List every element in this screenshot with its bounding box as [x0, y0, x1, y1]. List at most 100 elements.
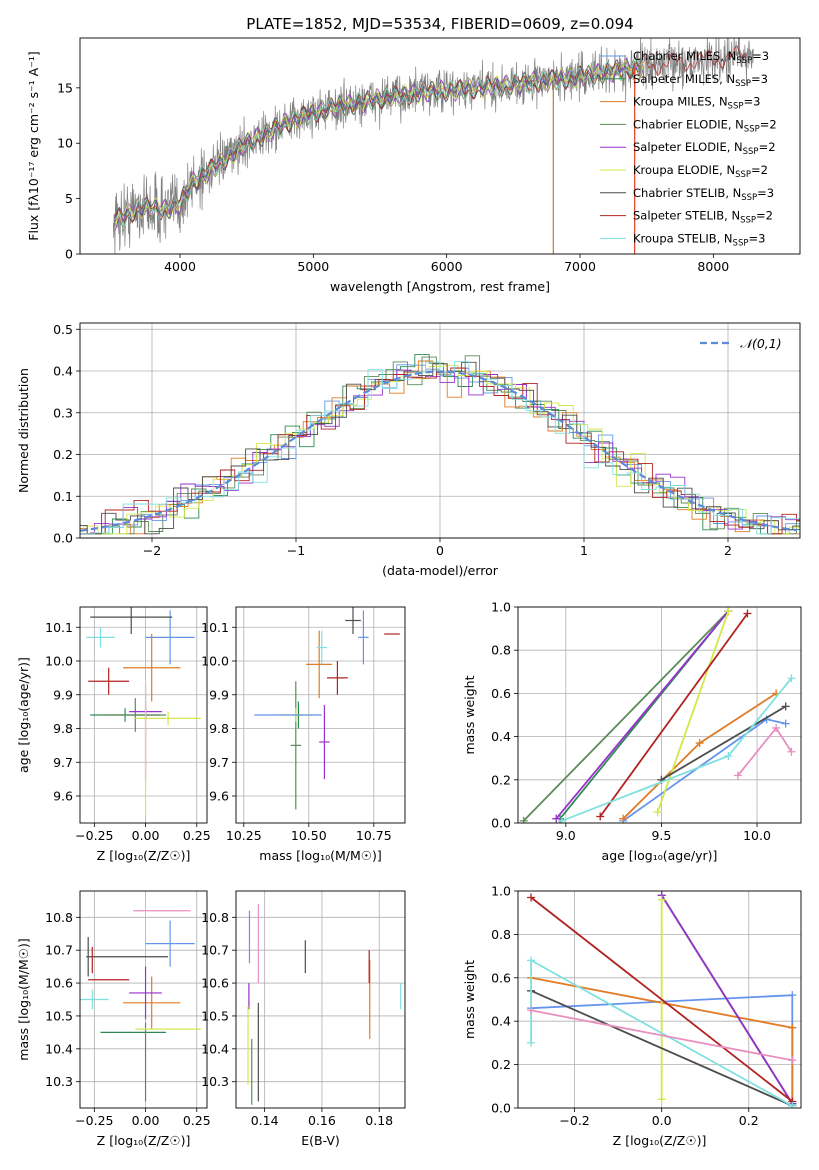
- y-tick-label: 0.0: [53, 531, 73, 546]
- data-point: [129, 966, 162, 1020]
- legend-label-subscript: SSP: [728, 102, 744, 112]
- x-tick-label: 0.25: [183, 828, 211, 843]
- y-tick-label: 10.8: [201, 910, 229, 925]
- panel-mass_vs_Z: −0.25 0.00 0.25 10.3 10.4 10.5 10.6 10.7 10.8 Z […: [16, 890, 211, 1148]
- y-tick-label: 0.1: [53, 489, 73, 504]
- y-tick-label: 9.7: [53, 755, 73, 770]
- mass-weight-marker: [788, 1101, 797, 1108]
- data-point: [327, 661, 348, 695]
- residual-histogram-7: [80, 367, 800, 535]
- x-axis-label: (data-model)/error: [382, 563, 499, 578]
- legend-label-subscript: SSP: [735, 170, 751, 180]
- legend-entry: Kroupa MILES, NSSP=3: [633, 95, 760, 112]
- x-axis-label: mass [log₁₀(M/M☉)]: [259, 848, 381, 863]
- y-tick-label: 9.9: [209, 687, 229, 702]
- axes-frame: [517, 890, 802, 1109]
- legend-label-end: =3: [751, 72, 768, 86]
- y-tick-label: 9.6: [209, 789, 229, 804]
- data-point: [88, 667, 130, 695]
- legend-label: Salpeter ELODIE, N: [633, 140, 743, 154]
- legend-entry: Salpeter STELIB, NSSP=2: [633, 209, 773, 226]
- legend-label-subscript: SSP: [740, 216, 756, 226]
- x-tick-label: 0: [436, 543, 444, 558]
- data-point: [104, 698, 167, 732]
- x-axis-label: Z [log₁₀(Z/Z☉)]: [613, 1133, 707, 1148]
- mass-weight-marker: [653, 808, 662, 817]
- x-tick-label: 7000: [564, 259, 596, 274]
- y-tick-label: 10.7: [45, 943, 73, 958]
- y-tick-label: 9.7: [209, 755, 229, 770]
- data-point: [135, 711, 201, 726]
- y-tick-label: 15: [57, 80, 73, 95]
- mass-weight-marker: [787, 747, 796, 756]
- y-tick-label: 0.8: [491, 643, 511, 658]
- x-tick-label: 6000: [431, 259, 463, 274]
- mass-weight-line: [523, 610, 729, 822]
- plot-area-residuals: [80, 354, 800, 535]
- y-tick-label: 0.3: [53, 405, 73, 420]
- y-tick-label: 10.0: [201, 654, 229, 669]
- legend-entry: Kroupa ELODIE, NSSP=2: [633, 163, 768, 180]
- mass-weight-marker: [557, 816, 566, 823]
- legend-label: Kroupa MILES, N: [633, 95, 728, 109]
- model-spectrum-8: [114, 57, 645, 227]
- legend-label: Salpeter MILES, N: [633, 72, 735, 86]
- x-tick-label: 0.18: [365, 1113, 393, 1128]
- y-tick-label: 0.5: [53, 322, 73, 337]
- y-tick-label: 9.9: [53, 687, 73, 702]
- mass-weight-marker: [657, 895, 666, 904]
- x-tick-label: 0.00: [132, 1113, 160, 1128]
- x-tick-label: 0.0: [652, 1113, 672, 1128]
- axes-frame: [79, 37, 801, 255]
- data-point: [358, 610, 369, 665]
- mass-weight-marker: [788, 991, 797, 1000]
- x-axis-label: wavelength [Angstrom, rest frame]: [330, 279, 550, 294]
- legend-label: Chabrier ELODIE, N: [633, 117, 744, 131]
- mass-weight-marker: [527, 1038, 536, 1047]
- axes-frame: [235, 606, 406, 824]
- mass-weight-marker: [743, 609, 752, 618]
- data-point: [145, 610, 195, 665]
- legend-label-subscript: SSP: [736, 56, 752, 66]
- y-axis-label: mass weight: [462, 675, 477, 754]
- y-tick-label: 0.4: [491, 1014, 511, 1029]
- residual-histogram-5: [80, 364, 800, 535]
- mass-weight-marker: [724, 752, 733, 761]
- y-tick-label: 10.6: [201, 976, 229, 991]
- x-tick-label: 0.16: [308, 1113, 336, 1128]
- plot-area-mass_weight_vs_age: [519, 607, 796, 823]
- x-axis-label: Z [log₁₀(Z/Z☉)]: [97, 848, 191, 863]
- panel-age_vs_Z: −0.25 0.00 0.25 9.6 9.7 9.8 9.9 10.0 10.1 Z [log₁…: [16, 606, 211, 863]
- plot-area-age_vs_Z: [86, 607, 201, 817]
- data-point: [123, 634, 181, 702]
- y-tick-label: 0.2: [491, 772, 511, 787]
- y-tick-label: 5: [65, 191, 73, 206]
- legend-entry: Chabrier MILES, NSSP=3: [633, 49, 769, 66]
- y-tick-label: 0.4: [53, 364, 73, 379]
- axes-frame: [235, 890, 406, 1109]
- x-tick-label: 0.2: [739, 1113, 759, 1128]
- data-point: [123, 976, 181, 1030]
- y-axis-label: Flux [fλ10⁻¹⁷ erg cm⁻² s⁻¹ A⁻¹]: [26, 51, 41, 240]
- plot-area-mass_vs_Z: [80, 910, 201, 1102]
- mass-weight-marker: [781, 702, 790, 711]
- normal-reference-curve: [80, 370, 798, 532]
- mass-weight-marker: [619, 814, 628, 823]
- legend-entry: Chabrier STELIB, NSSP=3: [633, 186, 774, 203]
- x-tick-label: 0.00: [132, 828, 160, 843]
- data-point: [145, 920, 195, 967]
- mass-weight-marker: [787, 674, 796, 683]
- x-axis-label: age [log₁₀(age/yr)]: [602, 848, 718, 863]
- y-tick-label: 9.8: [209, 721, 229, 736]
- panel-mass_weight_vs_Z: −0.2 0.0 0.2 0.0 0.2 0.4 0.6 0.8 1.0 Z [log₁₀(Z/Z…: [462, 884, 802, 1148]
- y-tick-label: 0.4: [491, 729, 511, 744]
- mass-weight-line: [530, 896, 793, 1103]
- x-tick-label: 0.25: [183, 1113, 211, 1128]
- x-tick-label: 5000: [297, 259, 329, 274]
- legend-label-end: =3: [757, 186, 774, 200]
- y-tick-label: 10: [57, 136, 73, 151]
- data-point: [86, 627, 115, 648]
- y-tick-label: 0.0: [491, 1101, 511, 1116]
- mass-weight-line: [555, 610, 729, 820]
- y-tick-label: 1.0: [491, 600, 511, 615]
